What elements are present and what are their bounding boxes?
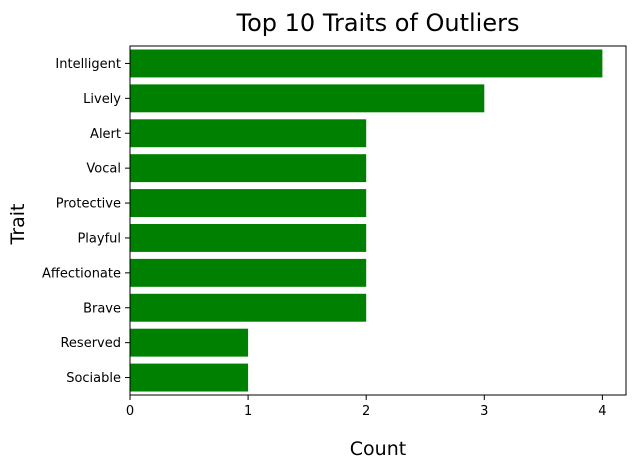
y-tick-label: Protective [56,197,121,212]
bar-vocal [130,154,367,183]
bar-affectionate [130,258,367,287]
x-tick-label: 2 [362,404,370,419]
y-tick-label: Affectionate [42,266,121,281]
y-tick-label: Vocal [86,162,121,177]
y-tick-label: Alert [90,127,121,142]
y-tick-label: Sociable [66,371,121,386]
x-tick-label: 1 [244,404,252,419]
x-axis-label: Count [350,438,406,460]
y-tick-label: Playful [77,231,121,246]
chart-title: Top 10 Traits of Outliers [236,9,520,37]
x-tick-label: 0 [126,404,134,419]
bar-alert [130,119,367,148]
bar-brave [130,293,367,322]
bar-reserved [130,328,249,357]
y-tick-label: Lively [83,92,121,107]
y-tick-label: Reserved [60,336,121,351]
plot-area: Intelligent Lively Alert Vocal Protective Pla… [42,45,627,419]
y-tick-label: Brave [83,301,121,316]
x-tick-label: 4 [598,404,606,419]
bar-playful [130,223,367,252]
bar-protective [130,189,367,218]
x-tick-label: 3 [480,404,488,419]
bar-lively [130,84,485,113]
plot-frame [129,45,627,396]
bar-intelligent [130,49,603,78]
bar-sociable [130,363,249,392]
y-axis-label: Trait [7,204,29,246]
y-tick-label: Intelligent [55,57,121,72]
